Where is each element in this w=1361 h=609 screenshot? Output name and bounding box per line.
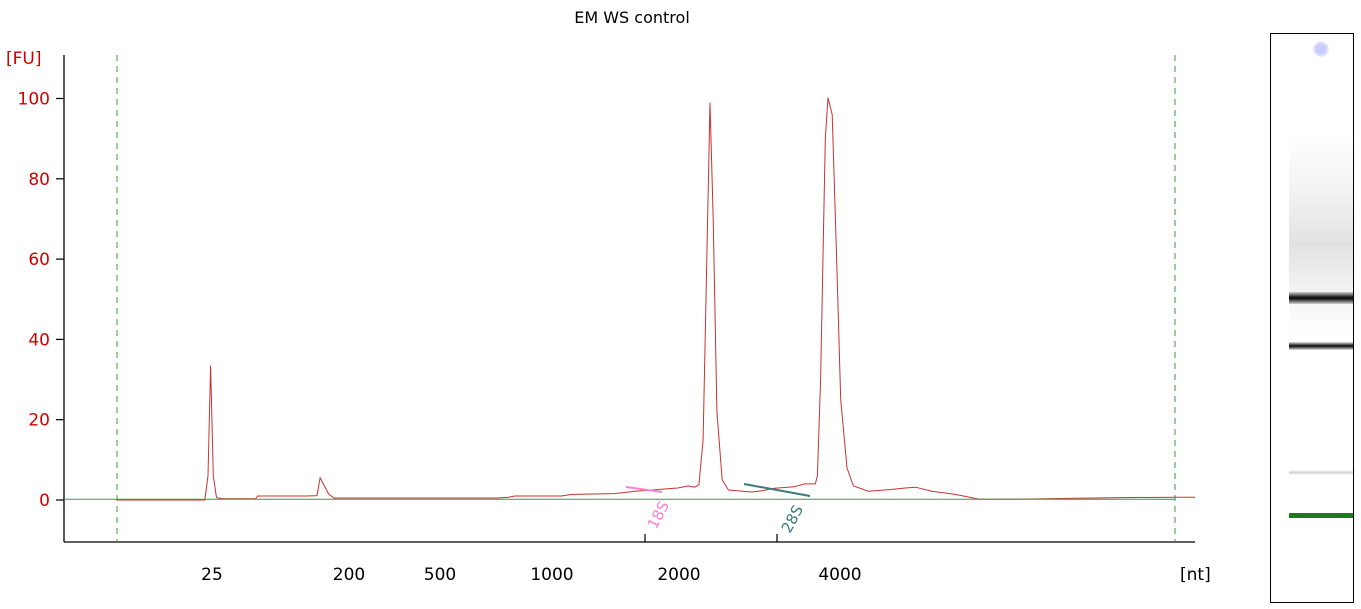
x-tick-label: 4000	[818, 565, 861, 585]
y-ticks: 0 20 40 60 80 100	[18, 90, 64, 511]
y-tick-label: 40	[28, 330, 50, 350]
chart-title: EM WS control	[574, 8, 690, 27]
x-tick-label: 500	[424, 565, 456, 585]
x-tick-label: 200	[333, 565, 365, 585]
peak-18s-label: 18S	[644, 498, 673, 532]
gel-well	[1313, 41, 1329, 57]
y-axis-unit: [FU]	[6, 49, 42, 69]
x-ticks: 25 200 500 1000 2000 4000	[201, 534, 862, 585]
peak-28s-baseline	[743, 483, 811, 497]
gel-band-faint	[1289, 470, 1353, 475]
gel-band-marker	[1289, 513, 1353, 518]
signal-trace	[117, 97, 1176, 501]
y-tick-label: 100	[18, 90, 50, 110]
x-axis-unit: [nt]	[1180, 565, 1211, 585]
gel-band-18s	[1289, 342, 1353, 350]
gel-band-28s	[1289, 292, 1353, 304]
y-tick-label: 80	[28, 170, 50, 190]
x-tick-label: 2000	[657, 565, 700, 585]
peak-28s-label: 28S	[778, 502, 807, 536]
gel-lane	[1270, 33, 1354, 603]
peak-18s-baseline	[625, 486, 663, 493]
x-tick-label: 1000	[530, 565, 573, 585]
x-tick-label: 25	[201, 565, 223, 585]
y-tick-label: 20	[28, 411, 50, 431]
y-tick-label: 0	[39, 491, 50, 511]
series-layer	[64, 97, 1195, 501]
y-tick-label: 60	[28, 250, 50, 270]
peak-annotations: 18S 28S	[625, 483, 811, 536]
gel-smear	[1289, 134, 1353, 334]
